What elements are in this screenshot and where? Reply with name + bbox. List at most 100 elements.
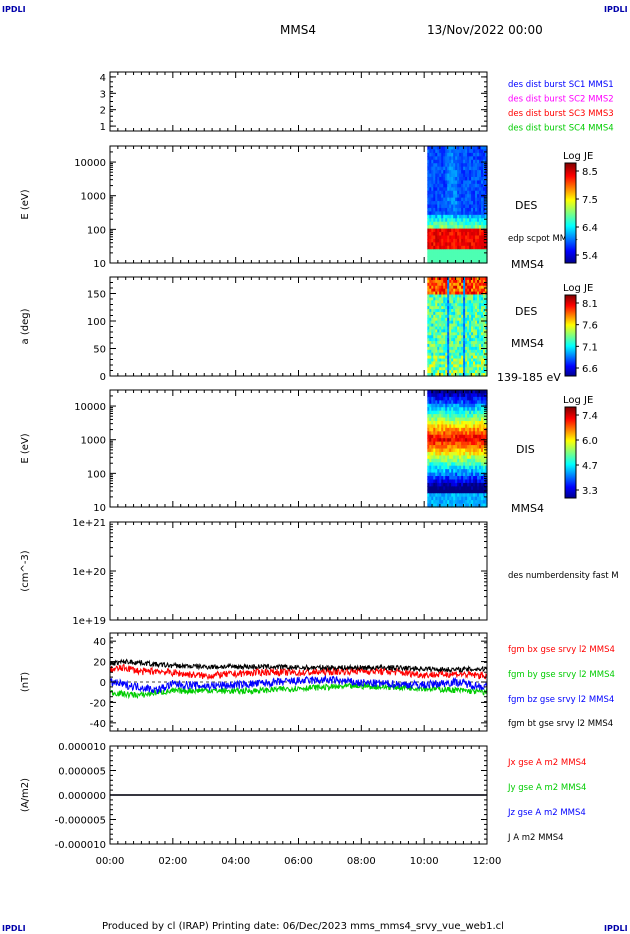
y-tick-label: 1e+21 [72,518,106,529]
legend-entry: fgm bx gse srvy l2 MMS4 [508,645,615,655]
y-tick-label: 20 [93,658,106,669]
y-axis-label: a (deg) [20,308,31,344]
colorbar-tick-label: 7.5 [582,195,598,206]
corner-label-top-right: IPDLI [604,5,628,14]
y-tick-label: 0 [100,372,106,383]
colorbar-tick-label: 8.5 [582,167,598,178]
colorbar-tick-label: 7.1 [582,342,598,353]
y-tick-label: 150 [87,290,106,301]
colorbar-tick-label: 3.3 [582,486,598,497]
series-line-bx [109,664,488,681]
y-tick-label: 2 [100,106,106,117]
legend-entry: des numberdensity fast M [508,571,619,581]
panel-frame [109,71,488,132]
y-tick-label: 10 [93,503,106,514]
colorbar-tick-label: 6.0 [582,436,598,447]
legend-entry: des dist burst SC3 MMS3 [508,109,614,119]
legend-entry: fgm by gse srvy l2 MMS4 [508,670,615,680]
overlay-label: edp scpot MMS4 [508,234,578,244]
panel-spacecraft: 1 2 3 4 des dist burst SC1 MMS1 des dist burs… [100,71,614,134]
y-tick-label: 100 [87,317,106,328]
x-tick-label: 08:00 [347,856,376,867]
spacecraft-label: MMS4 [511,337,544,350]
legend-entry: des dist burst SC1 MMS1 [508,80,614,90]
y-tick-label: -0.000005 [55,816,106,827]
colorbar-scale [564,294,577,377]
legend-entry: Jz gse A m2 MMS4 [507,808,586,818]
heatmap-cells [427,277,488,377]
y-tick-label: 100 [87,225,106,236]
y-tick-label: 3 [100,89,106,100]
y-tick-label: 10000 [74,402,106,413]
energy-range-label: 139-185 eV [497,371,561,384]
panel-density: 1e+21 1e+20 1e+19 (cm^-3) des numberdensity … [20,518,619,627]
y-axis-label: E (eV) [20,433,31,463]
y-axis-label: E (eV) [20,189,31,219]
colorbar-title: Log JE [563,395,593,406]
x-tick-label: 10:00 [410,856,439,867]
y-tick-label: 0 [100,678,106,689]
x-tick-label: 04:00 [221,856,250,867]
y-tick-label: 1 [100,122,106,133]
y-tick-label: 1e+19 [72,616,106,627]
y-tick-label: 10000 [74,158,106,169]
colorbar-scale [564,162,577,264]
legend-entry: des dist burst SC4 MMS4 [508,124,614,134]
y-axis-label: (A/m2) [20,778,31,812]
corner-label-bottom-left: IPDLI [2,924,26,933]
footer-text: Produced by cl (IRAP) Printing date: 06/… [102,921,504,932]
y-tick-label: 0.000005 [58,767,106,778]
y-tick-label: 50 [93,345,106,356]
colorbar-dis-energy: Log JE 7.4 6.0 4.7 3.3 [563,395,598,499]
x-tick-label: 06:00 [284,856,313,867]
y-tick-label: 40 [93,637,106,648]
panel-des-energy: 10 100 1000 10000 E (eV) DES edp scpot MMS4 MMS… [20,145,598,271]
colorbar-des-pitch: Log JE 8.1 7.6 7.1 6.6 [563,283,598,377]
y-tick-label: 1000 [81,192,106,203]
colorbar-tick-label: 7.4 [582,411,598,422]
panel-dis-energy: 10 100 1000 10000 E (eV) DIS MMS4 Log JE 7.4 6.0 4… [20,389,598,515]
y-axis-label: (cm^-3) [20,550,31,591]
x-tick-label: 00:00 [96,856,125,867]
plot-title: MMS4 [280,23,316,37]
colorbar-title: Log JE [563,151,593,162]
y-tick-label: 0.000010 [58,742,106,753]
y-tick-label: 1000 [81,436,106,447]
colorbar-tick-label: 6.4 [582,223,598,234]
y-tick-label: -0.000010 [55,840,106,851]
legend-entry: Jx gse A m2 MMS4 [507,758,586,768]
x-axis: 00:00 02:00 04:00 06:00 08:00 10:00 12:00 [96,856,502,867]
x-tick-label: 12:00 [473,856,502,867]
y-tick-label: 0.000000 [58,791,106,802]
colorbar-title: Log JE [563,283,593,294]
colorbar-scale [564,406,577,499]
panel-current-density: 0.000010 0.000005 0.000000 -0.000005 -0.0000… [20,742,586,851]
x-tick-label: 02:00 [158,856,187,867]
plot-date: 13/Nov/2022 00:00 [427,23,543,37]
series-line-bt [109,658,488,674]
colorbar-tick-label: 4.7 [582,461,598,472]
panel-des-pitch: 0 50 100 150 a (deg) DES MMS4 139-185 eV Log JE 8… [20,276,598,384]
corner-label-bottom-right: IPDLI [604,924,628,933]
colorbar-tick-label: 8.1 [582,299,598,310]
heatmap-cells [427,146,488,264]
legend-entry: des dist burst SC2 MMS2 [508,95,614,105]
heatmap-cells [427,390,488,508]
y-tick-label: -40 [90,719,106,730]
panel-magnetic-field: 40 20 0 -20 -40 (nT) fgm bx gse srvy l2 MMS4 fg… [20,632,615,732]
spacecraft-label: MMS4 [511,258,544,271]
panel-frame [109,521,488,621]
colorbar-tick-label: 5.4 [582,251,598,262]
colorbar-tick-label: 6.6 [582,364,598,375]
colorbar-des-energy: Log JE 8.5 7.5 6.4 5.4 [563,151,598,264]
legend-entry: fgm bz gse srvy l2 MMS4 [508,695,614,705]
instrument-label: DES [515,199,537,212]
corner-label-top-left: IPDLI [2,5,26,14]
instrument-label: DES [515,305,537,318]
legend-entry: fgm bt gse srvy l2 MMS4 [508,719,613,729]
y-tick-label: 10 [93,259,106,270]
series-line-bz [109,674,488,695]
legend-entry: J A m2 MMS4 [507,833,564,843]
